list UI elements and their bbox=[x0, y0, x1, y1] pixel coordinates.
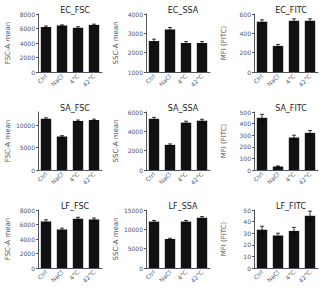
svg-text:NaCl: NaCl bbox=[158, 72, 173, 87]
svg-text:SSC-A mean: SSC-A mean bbox=[112, 217, 120, 260]
svg-text:6000: 6000 bbox=[20, 221, 35, 228]
svg-text:4°C: 4°C bbox=[176, 269, 189, 282]
svg-text:600: 600 bbox=[240, 11, 252, 18]
svg-text:10000: 10000 bbox=[16, 122, 35, 129]
svg-text:4000: 4000 bbox=[128, 128, 143, 135]
svg-text:42°C: 42°C bbox=[189, 171, 204, 186]
svg-text:0: 0 bbox=[139, 167, 143, 174]
svg-text:42°C: 42°C bbox=[297, 269, 312, 284]
svg-text:50: 50 bbox=[243, 207, 251, 214]
svg-text:NaCl: NaCl bbox=[158, 268, 173, 283]
svg-text:Ctrl: Ctrl bbox=[252, 268, 265, 281]
svg-text:MFI (FITC): MFI (FITC) bbox=[220, 221, 228, 256]
svg-text:4°C: 4°C bbox=[68, 73, 81, 86]
svg-text:2000: 2000 bbox=[20, 250, 35, 257]
svg-text:400: 400 bbox=[240, 120, 252, 127]
svg-text:4000: 4000 bbox=[20, 236, 35, 243]
svg-text:42°C: 42°C bbox=[81, 73, 96, 88]
svg-text:EC_SSA: EC_SSA bbox=[168, 6, 199, 15]
svg-text:LF_FSC: LF_FSC bbox=[61, 202, 90, 211]
svg-text:NaCl: NaCl bbox=[50, 72, 65, 87]
svg-text:42°C: 42°C bbox=[81, 269, 96, 284]
svg-text:6000: 6000 bbox=[128, 109, 143, 116]
svg-text:100: 100 bbox=[240, 155, 252, 162]
svg-text:2000: 2000 bbox=[20, 54, 35, 61]
svg-text:Ctrl: Ctrl bbox=[144, 170, 157, 183]
svg-text:LF_SSA: LF_SSA bbox=[169, 202, 198, 211]
svg-text:42°C: 42°C bbox=[297, 73, 312, 88]
svg-text:42°C: 42°C bbox=[81, 171, 96, 186]
svg-text:42°C: 42°C bbox=[189, 269, 204, 284]
svg-text:20: 20 bbox=[243, 241, 251, 248]
svg-text:10: 10 bbox=[243, 253, 251, 260]
svg-text:SA_FITC: SA_FITC bbox=[275, 104, 307, 113]
svg-text:5000: 5000 bbox=[128, 245, 143, 252]
svg-text:NaCl: NaCl bbox=[266, 170, 281, 185]
svg-text:NaCl: NaCl bbox=[158, 170, 173, 185]
svg-text:0: 0 bbox=[31, 265, 35, 272]
svg-text:15000: 15000 bbox=[124, 207, 143, 214]
svg-text:10000: 10000 bbox=[124, 226, 143, 233]
svg-text:SSC-A mean: SSC-A mean bbox=[112, 21, 120, 64]
svg-text:MFI (FITC): MFI (FITC) bbox=[220, 123, 228, 158]
svg-text:1000: 1000 bbox=[128, 69, 143, 76]
svg-text:FSC-A mean: FSC-A mean bbox=[4, 22, 12, 64]
svg-text:0: 0 bbox=[247, 265, 251, 272]
svg-text:0: 0 bbox=[139, 265, 143, 272]
svg-text:SA_SSA: SA_SSA bbox=[168, 104, 199, 113]
svg-text:SA_FSC: SA_FSC bbox=[60, 104, 90, 113]
svg-text:FSC-A mean: FSC-A mean bbox=[4, 120, 12, 162]
svg-text:SSC-A mean: SSC-A mean bbox=[112, 119, 120, 162]
svg-text:MFI (FITC): MFI (FITC) bbox=[220, 25, 228, 60]
svg-text:3000: 3000 bbox=[128, 30, 143, 37]
svg-text:300: 300 bbox=[240, 132, 252, 139]
svg-text:Ctrl: Ctrl bbox=[36, 170, 49, 183]
svg-text:4°C: 4°C bbox=[176, 73, 189, 86]
svg-text:NaCl: NaCl bbox=[266, 72, 281, 87]
svg-text:200: 200 bbox=[240, 49, 252, 56]
svg-text:5000: 5000 bbox=[20, 144, 35, 151]
svg-text:4°C: 4°C bbox=[68, 171, 81, 184]
svg-text:4000: 4000 bbox=[20, 40, 35, 47]
svg-text:4°C: 4°C bbox=[176, 171, 189, 184]
svg-text:EC_FITC: EC_FITC bbox=[275, 6, 307, 15]
svg-text:4°C: 4°C bbox=[284, 73, 297, 86]
svg-text:6000: 6000 bbox=[20, 25, 35, 32]
svg-text:4°C: 4°C bbox=[284, 171, 297, 184]
svg-text:EC_FSC: EC_FSC bbox=[60, 6, 90, 15]
svg-text:4°C: 4°C bbox=[68, 269, 81, 282]
svg-text:2000: 2000 bbox=[128, 49, 143, 56]
svg-text:42°C: 42°C bbox=[297, 171, 312, 186]
svg-text:Ctrl: Ctrl bbox=[252, 170, 265, 183]
svg-text:FSC-A mean: FSC-A mean bbox=[4, 218, 12, 260]
svg-text:40: 40 bbox=[243, 218, 251, 225]
svg-text:Ctrl: Ctrl bbox=[252, 72, 265, 85]
svg-text:0: 0 bbox=[31, 69, 35, 76]
svg-text:4°C: 4°C bbox=[284, 269, 297, 282]
svg-text:NaCl: NaCl bbox=[50, 170, 65, 185]
svg-text:Ctrl: Ctrl bbox=[36, 268, 49, 281]
svg-text:8000: 8000 bbox=[20, 207, 35, 214]
svg-text:0: 0 bbox=[247, 69, 251, 76]
svg-text:500: 500 bbox=[240, 109, 252, 116]
svg-text:LF_FITC: LF_FITC bbox=[276, 202, 306, 211]
svg-text:0: 0 bbox=[31, 167, 35, 174]
svg-text:Ctrl: Ctrl bbox=[144, 268, 157, 281]
svg-text:30: 30 bbox=[243, 230, 251, 237]
svg-text:Ctrl: Ctrl bbox=[144, 72, 157, 85]
svg-text:NaCl: NaCl bbox=[266, 268, 281, 283]
svg-text:NaCl: NaCl bbox=[50, 268, 65, 283]
svg-text:Ctrl: Ctrl bbox=[36, 72, 49, 85]
svg-text:0: 0 bbox=[247, 167, 251, 174]
svg-text:2000: 2000 bbox=[128, 147, 143, 154]
svg-text:42°C: 42°C bbox=[189, 73, 204, 88]
svg-text:8000: 8000 bbox=[20, 11, 35, 18]
svg-text:200: 200 bbox=[240, 143, 252, 150]
svg-text:400: 400 bbox=[240, 30, 252, 37]
svg-text:4000: 4000 bbox=[128, 11, 143, 18]
